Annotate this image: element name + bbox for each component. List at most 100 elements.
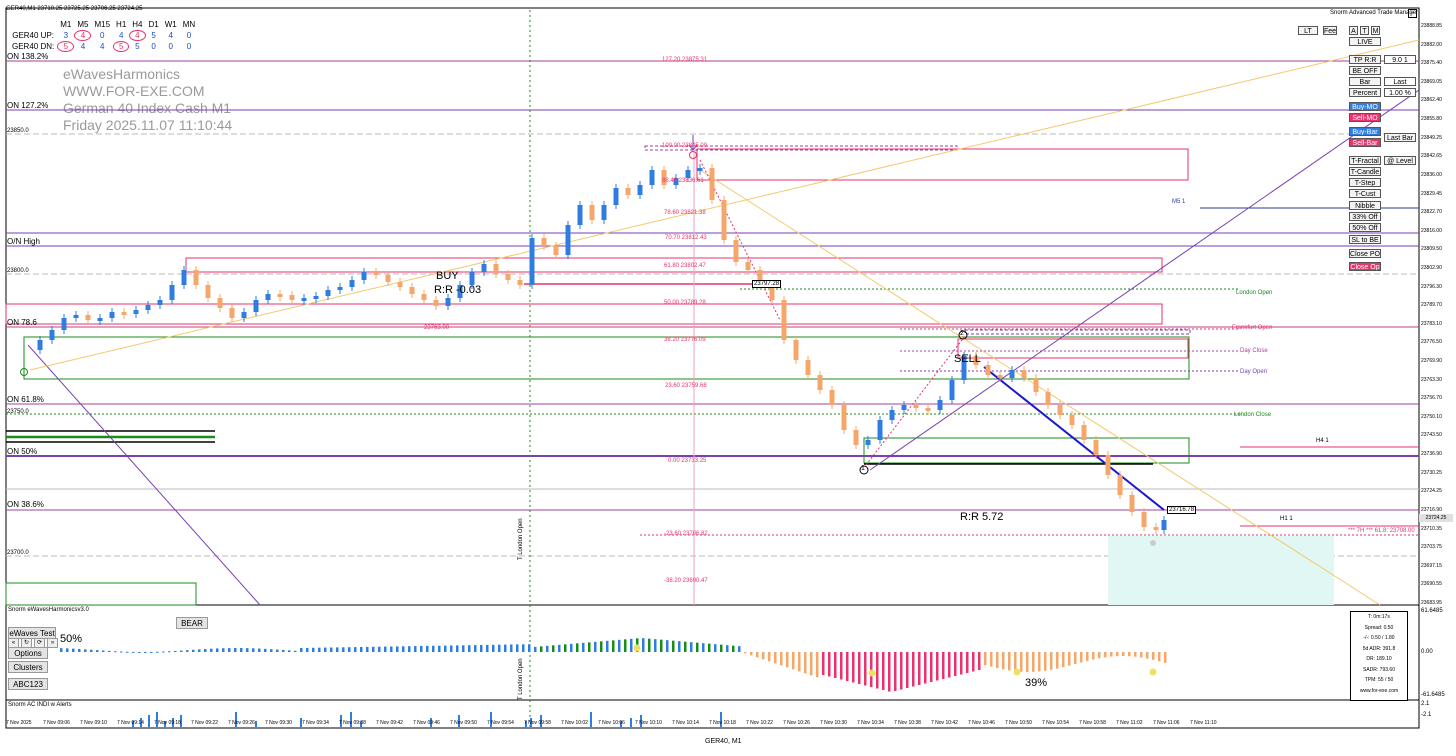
- time-axis-label: 7 Nov 09:18: [154, 720, 181, 726]
- ewaves-test-button[interactable]: eWaves Test: [8, 627, 56, 639]
- candle-body: [421, 294, 427, 300]
- candle-body: [85, 315, 91, 320]
- tp-rr-button[interactable]: TP R:R: [1349, 55, 1381, 64]
- sell-label: SELL: [954, 353, 981, 365]
- t-step-button[interactable]: T-Step: [1349, 178, 1381, 187]
- candle-body: [805, 360, 811, 375]
- percent-value[interactable]: 1.00 %: [1384, 88, 1416, 97]
- histogram-bar: [738, 646, 741, 652]
- ac-bar: [540, 715, 542, 727]
- candle-body: [1161, 520, 1167, 530]
- tp-rr-value[interactable]: 9.0 1: [1384, 55, 1416, 64]
- nibble-button[interactable]: Nibble: [1349, 201, 1381, 210]
- indicator-axis-top: 61.6485: [1421, 608, 1443, 614]
- last-value[interactable]: Last: [1384, 77, 1416, 86]
- ac-histogram: [132, 712, 722, 727]
- histogram-bar: [84, 649, 87, 652]
- buy-mo-button[interactable]: Buy-MO: [1349, 102, 1381, 111]
- candle-body: [541, 238, 547, 246]
- ac-bar: [490, 712, 492, 727]
- fib-884-label: 88.40 23836.61: [662, 178, 704, 184]
- candle-body: [889, 410, 895, 420]
- buy-rr-label: R:R -0.03: [434, 284, 482, 296]
- bar-button[interactable]: Bar: [1349, 77, 1381, 86]
- buy-bar-button[interactable]: Buy-Bar: [1349, 127, 1381, 136]
- candle-body: [877, 420, 883, 440]
- fee-button[interactable]: Fee: [1323, 26, 1337, 35]
- candle-body: [529, 238, 535, 285]
- watermark: eWavesHarmonics WWW.FOR-EXE.COM German 4…: [63, 66, 232, 134]
- forward-icon[interactable]: »: [47, 638, 58, 648]
- t-button[interactable]: T: [1360, 26, 1369, 35]
- candle-body: [397, 282, 403, 287]
- t-candle-button[interactable]: T-Candle: [1349, 167, 1381, 176]
- candle-body: [1069, 415, 1075, 425]
- bear-badge[interactable]: BEAR: [176, 617, 208, 629]
- histogram-bar: [1098, 652, 1101, 659]
- sl-to-be-button[interactable]: SL to BE: [1349, 235, 1381, 244]
- ac-bar: [720, 712, 722, 727]
- lt-button[interactable]: LT: [1298, 26, 1318, 35]
- candle-body: [757, 270, 763, 285]
- trendline-up-purple: [869, 89, 1420, 471]
- 50-off-button[interactable]: 50% Off: [1349, 223, 1381, 232]
- collapse-icon[interactable]: –: [1408, 9, 1417, 18]
- ac-bar: [590, 712, 592, 727]
- candle-body: [145, 305, 151, 310]
- price-axis-label: 23875.40: [1421, 60, 1442, 67]
- histogram-bar: [66, 648, 69, 652]
- dotted-zone-top: [644, 145, 958, 151]
- histogram-bar: [78, 648, 81, 652]
- price-axis-label: 23703.75: [1421, 544, 1442, 551]
- clusters-button[interactable]: Clusters: [8, 661, 48, 673]
- auto-button[interactable]: A: [1349, 26, 1358, 35]
- histogram-bar: [696, 642, 699, 652]
- fib-786-label: 78.60 23821.38: [664, 210, 706, 216]
- histogram-bar: [1026, 652, 1029, 672]
- histogram-bar: [840, 652, 843, 680]
- histogram-bar: [1050, 652, 1053, 670]
- be-off-button[interactable]: BE OFF: [1349, 66, 1381, 75]
- histogram-bar: [354, 647, 357, 652]
- histogram-bar: [648, 638, 651, 652]
- stats-row: DR: 189.10: [1366, 656, 1392, 662]
- tf-header-m5: M5: [77, 20, 89, 29]
- price-axis-label: 23769.90: [1421, 358, 1442, 365]
- close-op-button[interactable]: Close Op: [1349, 262, 1381, 271]
- last-bar-button[interactable]: Last Bar: [1384, 133, 1416, 142]
- histogram-bar: [570, 643, 573, 652]
- histogram-bar: [336, 647, 339, 652]
- price-box-1: 23797.28: [752, 280, 782, 288]
- histogram-bar: [672, 640, 675, 652]
- time-axis-label: 7 Nov 09:58: [524, 720, 551, 726]
- t-cust-button[interactable]: T-Cust: [1349, 189, 1381, 198]
- sell-bar-button[interactable]: Sell-Bar: [1349, 138, 1381, 147]
- histogram-bar: [318, 647, 321, 652]
- bottom-title: GER40, M1: [705, 738, 742, 745]
- percent-button[interactable]: Percent: [1349, 88, 1381, 97]
- price-axis-label: 23743.50: [1421, 432, 1442, 439]
- candle-body: [949, 380, 955, 400]
- histogram-bar: [732, 645, 735, 652]
- sell-mo-button[interactable]: Sell-MO: [1349, 113, 1381, 122]
- time-axis-label: 7 Nov 09:26: [228, 720, 255, 726]
- fib-382-label: 38.20 23776.09: [664, 337, 706, 343]
- close-po-button[interactable]: Close PO: [1349, 249, 1381, 258]
- 33-off-button[interactable]: 33% Off: [1349, 212, 1381, 221]
- t-fractal-button[interactable]: T-Fractal: [1349, 156, 1381, 165]
- abc123-button[interactable]: ABC123: [8, 678, 48, 690]
- candle-body: [457, 285, 463, 298]
- live-button[interactable]: LIVE: [1349, 37, 1381, 46]
- at-level-button[interactable]: @ Level: [1384, 156, 1416, 165]
- indicator-frame: [5, 604, 1420, 729]
- candle-body: [769, 285, 775, 300]
- candle-body: [673, 178, 679, 185]
- options-button[interactable]: Options: [8, 647, 48, 659]
- level-onhigh-label: O/N High: [7, 237, 40, 246]
- ac-bar: [530, 718, 532, 727]
- m-button[interactable]: M: [1371, 26, 1380, 35]
- histogram-bar: [888, 652, 891, 692]
- ac-bar: [148, 715, 150, 727]
- histogram-bar: [990, 652, 993, 667]
